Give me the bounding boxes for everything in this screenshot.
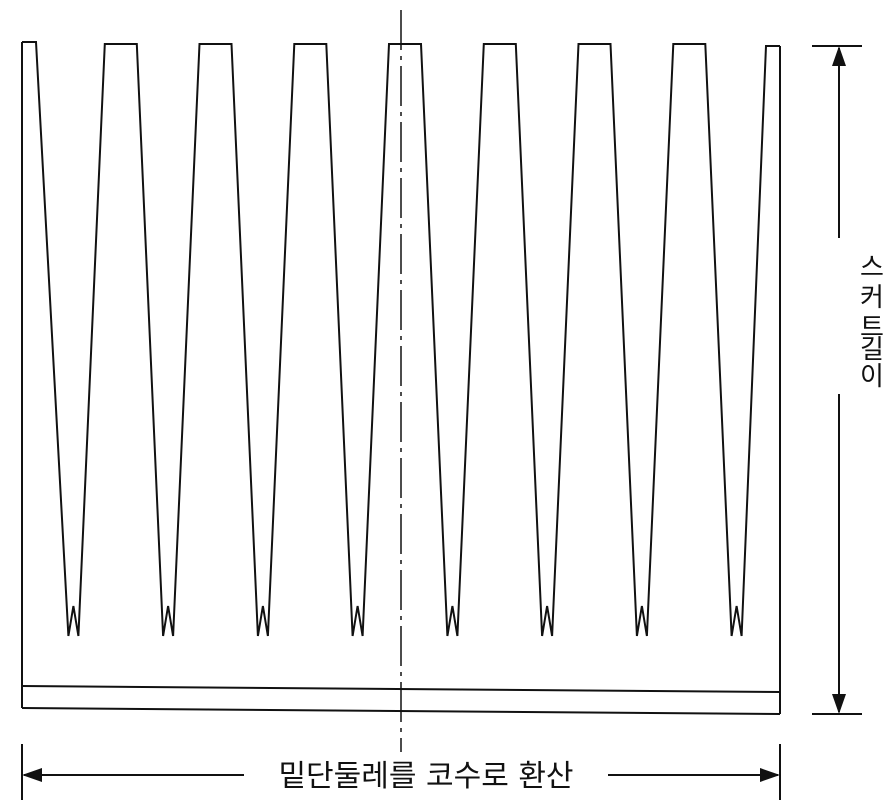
width-dimension: 밑단둘레를 코수로 환산 [21,744,781,800]
length-label: 스 커 트 길 이 [860,253,884,392]
length-label-char-4: 길 [860,335,884,365]
width-arrow-right [760,768,780,782]
length-label-char-1: 스 [860,253,884,283]
width-arrow-left [22,768,42,782]
length-label-char-5: 이 [860,362,884,392]
length-dimension [812,45,866,715]
width-label: 밑단둘레를 코수로 환산 [278,759,573,794]
length-arrow-top [832,46,846,66]
length-arrow-bottom [832,694,846,714]
length-label-char-3: 트 [860,313,884,343]
length-label-background [826,238,866,394]
dart-zigzag-line [22,41,780,637]
length-label-char-2: 커 [860,283,884,313]
